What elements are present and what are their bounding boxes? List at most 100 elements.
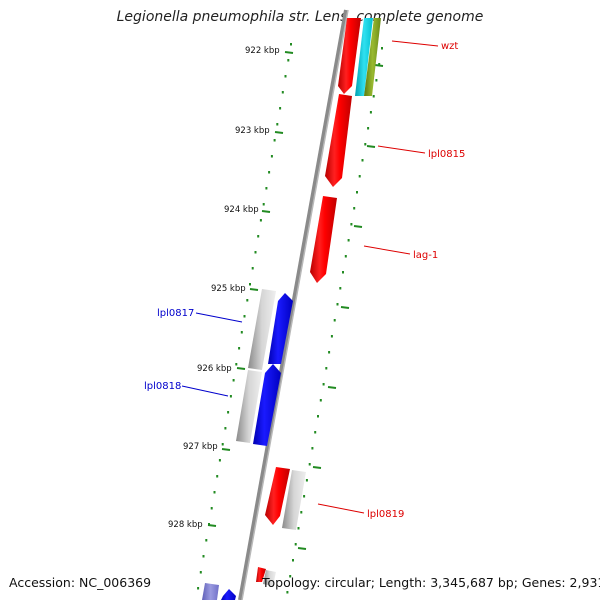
ring-dot	[249, 283, 251, 286]
gene-arrow-red[interactable]	[265, 467, 290, 525]
ring-dot	[378, 63, 381, 66]
gene-label-lpl0819[interactable]: lpl0819	[367, 509, 404, 520]
gene-arrow-red[interactable]	[338, 18, 361, 94]
ring-dot	[358, 175, 361, 178]
ring-dot	[336, 303, 339, 306]
ring-dot	[290, 43, 292, 46]
ring-dot	[287, 59, 290, 62]
gene-arrow-blue[interactable]	[268, 293, 293, 364]
ring-dot	[251, 267, 254, 270]
gene-arrow-red[interactable]	[310, 196, 337, 283]
ring-dot	[342, 271, 344, 274]
gene-label-lpl0817[interactable]: lpl0817	[157, 308, 194, 319]
ring-dot	[344, 255, 347, 258]
ring-dot	[218, 459, 221, 462]
gene-feature-cyan[interactable]	[355, 18, 373, 96]
ring-dot	[202, 555, 205, 558]
ring-dot	[297, 527, 300, 530]
gene-arrow-blue[interactable]	[253, 364, 281, 446]
ring-dot	[210, 507, 213, 510]
ring-dot	[254, 251, 257, 254]
ring-dot	[265, 187, 268, 190]
ring-dot	[330, 335, 333, 338]
ring-dot	[259, 219, 262, 222]
gene-arrow-blue[interactable]	[221, 589, 236, 600]
kbp-ticks: 922 kbp 923 kbp 924 kbp 925 kbp 926 kbp …	[168, 46, 294, 530]
outer-tick-ring	[286, 47, 383, 594]
genome-backbone	[238, 9, 348, 600]
gene-arrow-gray[interactable]	[248, 289, 276, 370]
ring-dot	[369, 111, 372, 114]
ring-dot	[325, 367, 328, 370]
ring-dot	[305, 479, 308, 482]
ring-dot	[281, 91, 284, 94]
ring-dot	[240, 331, 243, 334]
tick-label: 924 kbp	[224, 205, 259, 215]
tick-label: 928 kbp	[168, 520, 203, 530]
ring-dot	[361, 159, 364, 162]
ring-dot	[372, 95, 375, 98]
genome-backbone-shadow	[241, 9, 349, 600]
ring-dot	[243, 315, 246, 318]
map-title: Legionella pneumophila str. Lens, comple…	[116, 9, 484, 25]
tick-mark	[221, 448, 231, 451]
outer-major-ticks	[297, 64, 384, 550]
ring-dot	[273, 139, 276, 142]
ring-dot	[229, 395, 232, 398]
ring-dot	[328, 351, 331, 354]
tick-mark	[274, 131, 284, 134]
tick-label: 922 kbp	[245, 46, 280, 56]
ring-dot	[270, 155, 273, 158]
ring-dot	[356, 191, 358, 194]
tick-label: 926 kbp	[197, 364, 232, 374]
gene-arrow-gray[interactable]	[236, 370, 262, 443]
tick-label: 923 kbp	[235, 126, 270, 136]
tick-mark	[249, 288, 259, 291]
ring-dot	[246, 299, 249, 302]
ring-dot	[286, 591, 289, 594]
tick-mark	[236, 367, 246, 370]
tick-mark	[261, 210, 271, 213]
ring-dot	[221, 443, 224, 446]
ring-dot	[199, 571, 202, 574]
gene-arrow-red[interactable]	[256, 567, 266, 582]
ring-dot	[197, 587, 200, 590]
ring-dot	[308, 463, 311, 466]
ring-dot	[292, 559, 294, 562]
ring-dot	[300, 511, 303, 514]
topology-text: Topology: circular; Length: 3,345,687 bp…	[262, 575, 600, 590]
gene-arrow-red[interactable]	[325, 94, 352, 187]
ring-dot	[289, 575, 292, 578]
ring-dot	[232, 379, 235, 382]
ring-dot	[276, 123, 279, 126]
ring-dot	[257, 235, 260, 238]
ring-dot	[224, 427, 227, 430]
ring-dot	[227, 411, 230, 414]
gene-label-wzt[interactable]: wzt	[441, 41, 458, 52]
ring-dot	[317, 415, 319, 418]
gene-labels: wzt lpl0815 lag-1 lpl0817 lpl0818 lpl081…	[144, 41, 465, 520]
gene-label-lpl0815[interactable]: lpl0815	[428, 149, 465, 160]
ring-dot	[216, 475, 219, 478]
ring-dot	[381, 47, 383, 50]
ring-dot	[350, 223, 353, 226]
ring-dot	[367, 127, 370, 130]
gene-arrow-purple[interactable]	[202, 583, 219, 600]
gene-feature-olive[interactable]	[364, 18, 381, 96]
ring-dot	[353, 207, 356, 210]
tick-mark	[284, 51, 294, 54]
ring-dot	[268, 171, 271, 174]
ring-dot	[314, 431, 317, 434]
ring-dot	[213, 491, 216, 494]
ring-dot	[238, 347, 241, 350]
gene-label-lpl0818[interactable]: lpl0818	[144, 381, 181, 392]
gene-arrow-gray[interactable]	[282, 470, 306, 530]
gene-label-lag-1[interactable]: lag-1	[413, 250, 438, 261]
ring-dot	[303, 495, 306, 498]
accession-text: Accession: NC_006369	[9, 575, 152, 590]
tick-mark	[207, 524, 217, 527]
gene-arrow-gray[interactable]	[263, 570, 276, 586]
ring-dot	[322, 383, 325, 386]
ring-dot	[235, 363, 238, 366]
